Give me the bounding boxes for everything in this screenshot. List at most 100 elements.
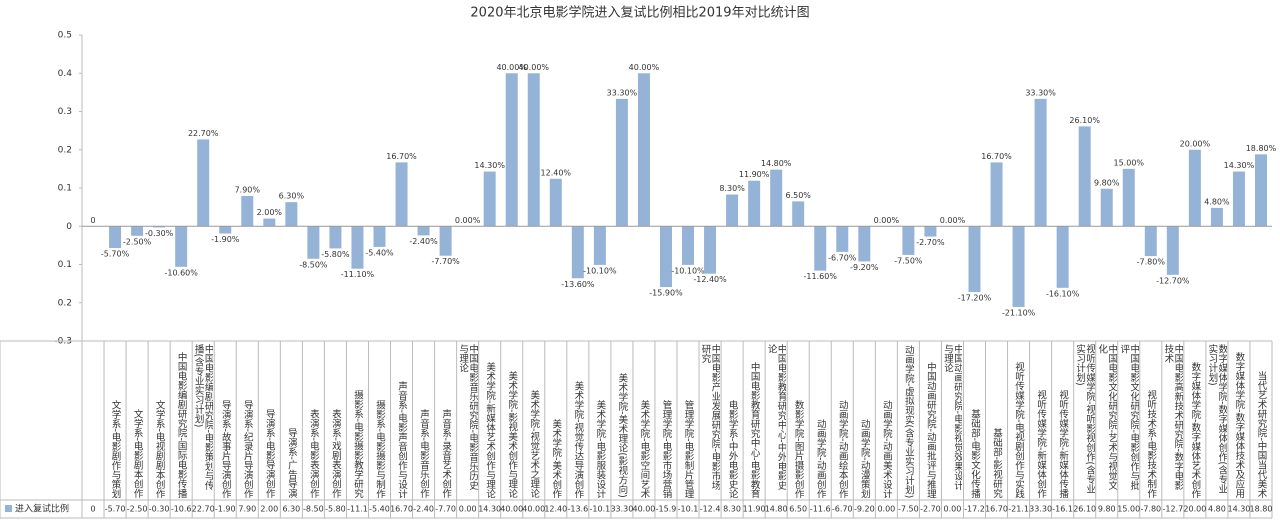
data-label: 2.00% [257, 208, 283, 217]
category-cell: 电影学系-中外电影史论 [721, 342, 742, 498]
x-tick-label: 数字媒体学院-数字媒体艺术创作 [1189, 361, 1201, 498]
table-value: -8.50 [303, 505, 324, 514]
data-label: 8.30% [719, 184, 745, 193]
table-value: 16.70 [985, 505, 1008, 514]
bar [1122, 168, 1135, 227]
data-label: 40.00% [629, 63, 660, 72]
bar [726, 194, 739, 227]
table-value: 11.90 [743, 505, 766, 514]
bar [836, 226, 849, 252]
category-cell: 中国电影教育研究中心-电影教育 [743, 342, 764, 498]
x-tick-label: 数字媒体学院-数字媒体技术及应用 [1233, 352, 1245, 498]
data-label: 14.30% [474, 161, 505, 170]
category-cell: 声音系-录音艺术创作 [435, 342, 456, 498]
data-label: -10.10% [583, 266, 617, 275]
table-value: 40.00 [522, 505, 545, 514]
data-label: 18.80% [1246, 144, 1277, 153]
category-cell: 视听传媒学院-新媒体传播 [1052, 342, 1073, 498]
table-value: -0.30 [149, 505, 170, 514]
table-value: 2.00 [260, 505, 278, 514]
data-label: 9.80% [1094, 178, 1120, 187]
category-cell: 美术学院-美术创作 [545, 342, 566, 498]
y-tick-label: 0.2 [58, 145, 72, 155]
data-label: -7.70% [431, 257, 460, 266]
bar [659, 226, 672, 288]
data-label: -10.60% [164, 268, 198, 277]
data-label: 0.00% [940, 216, 966, 225]
data-label: 14.80% [761, 159, 792, 168]
table-value: -16.1 [1052, 505, 1073, 514]
x-tick-label: 数字媒体学院-数字媒体创作(含专业实习计划) [1206, 344, 1227, 494]
table-value: -13.6 [567, 505, 588, 514]
table-value: -10.1 [678, 505, 699, 514]
x-tick-label: 视听传媒学院-电视剧创作与实践 [1013, 361, 1025, 498]
bar [505, 73, 518, 227]
y-tick-label: 0.4 [58, 69, 73, 79]
bar [902, 226, 915, 255]
bar [263, 218, 276, 227]
x-tick-label: 导演系-电影导演创作 [263, 409, 275, 498]
table-value: 40.00 [632, 505, 655, 514]
bar [1166, 226, 1179, 275]
data-label: -16.10% [1046, 289, 1080, 298]
data-label: -6.70% [828, 253, 857, 262]
bar [197, 139, 210, 227]
table-value: -21.1 [1008, 505, 1029, 514]
x-tick-label: 动画学院-动画绘本创作 [836, 399, 848, 498]
data-label: -2.40% [409, 237, 438, 246]
table-value: 0.00 [944, 505, 962, 514]
category-cell: 文学系-电影剧作与策划 [104, 342, 125, 498]
data-label: 40.00% [519, 63, 550, 72]
bar [990, 162, 1003, 227]
table-value: 22.70 [192, 505, 215, 514]
x-tick-label: 基础部-影视研究 [991, 428, 1003, 498]
data-label: 0 [90, 216, 95, 225]
data-label: 0.00% [874, 216, 900, 225]
bar [1254, 154, 1267, 227]
table-value: 4.80 [1208, 505, 1226, 514]
x-tick-label: 文学系-电影剧本创作 [131, 409, 143, 498]
x-tick-label: 电影学系-中外电影史论 [726, 399, 738, 498]
y-tick-label: 0.3 [58, 107, 72, 117]
data-label: 6.30% [279, 192, 305, 201]
category-cell: 美术学院-影视美术创作与理论 [501, 342, 522, 498]
category-cell: 摄影系-电影摄影与制作 [368, 342, 389, 498]
category-cell: 导演系-广告导演 [280, 342, 301, 498]
category-cell: 数字媒体学院-数字媒体技术及应用 [1228, 342, 1249, 498]
table-value: 33.30 [1029, 505, 1052, 514]
table-value: -10.6 [171, 505, 192, 514]
x-tick-label: 美术学院-美术理论(影视方向) [616, 373, 628, 498]
data-label: 33.30% [607, 88, 638, 97]
category-cell: 美术学院-电影空间艺术 [633, 342, 654, 498]
table-value: -7.50 [898, 505, 919, 514]
category-cell: 表演系-戏剧表演创作 [324, 342, 345, 498]
data-label: -13.60% [561, 280, 595, 289]
category-cell: 美术学院-电影服装设计 [589, 342, 610, 498]
x-tick-label: 中国电影教育研究中心-中外电影史论 [765, 344, 787, 490]
bar [1188, 149, 1201, 227]
x-tick-label: 文学系-电影剧作与策划 [109, 399, 121, 498]
category-cell: 中国电影高新技术研究院-数字电影技术 [1162, 342, 1183, 498]
x-tick-label: 美术学院-影视美术创作与理论 [506, 371, 518, 498]
bar [417, 226, 430, 236]
table-value: -12.7 [1162, 505, 1183, 514]
category-cell: 视听技术系-电影技术制作 [1140, 342, 1161, 498]
bar [329, 226, 342, 249]
table-value: 16.70 [390, 505, 413, 514]
table-value: 8.30 [723, 505, 741, 514]
data-label: 16.70% [386, 152, 417, 161]
x-tick-label: 表演系-戏剧表演创作 [329, 409, 341, 498]
data-label: -8.50% [299, 260, 328, 269]
table-value: 6.30 [282, 505, 300, 514]
data-label: -2.70% [916, 238, 945, 247]
category-cell: 基础部-影视研究 [986, 342, 1007, 498]
y-tick-label: 0 [66, 222, 72, 232]
data-label: -5.70% [101, 250, 130, 259]
table-value: -5.80 [325, 505, 346, 514]
data-label: 16.70% [981, 152, 1012, 161]
x-tick-label: 中国动画研究院-电影视觉效果设计与理论 [941, 344, 963, 490]
x-tick-label: 文学系-电视剧剧本创作 [153, 399, 165, 498]
category-cell: 文学系-电影剧本创作 [126, 342, 147, 498]
x-tick-label: 当代艺术研究院-中国当代美术 [1255, 371, 1267, 498]
